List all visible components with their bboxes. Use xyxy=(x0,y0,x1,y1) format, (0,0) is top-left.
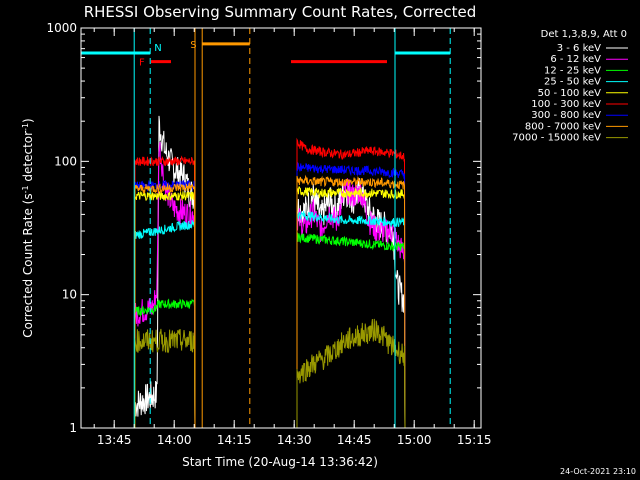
flag-label: S xyxy=(190,40,196,51)
flag-bars: NF S xyxy=(81,40,451,69)
legend-label: 25 - 50 keV xyxy=(544,77,601,88)
series-line xyxy=(296,161,406,429)
series-line xyxy=(134,328,196,429)
y-axis-ticks: 1 10 100 1000 xyxy=(46,21,481,435)
legend-label: 12 - 25 keV xyxy=(544,65,601,76)
x-tick-label: 14:45 xyxy=(337,433,372,447)
legend-label: 800 - 7000 keV xyxy=(525,121,601,132)
series-line xyxy=(296,178,406,429)
series-line xyxy=(296,174,406,429)
y-axis-label: Corrected Count Rate (s-1 detector-1) xyxy=(21,118,35,337)
series-line xyxy=(134,155,196,429)
plot-frame xyxy=(80,27,482,429)
x-tick-label: 14:00 xyxy=(157,433,192,447)
series-line xyxy=(134,220,196,429)
chart-title: RHESSI Observing Summary Count Rates, Co… xyxy=(84,3,477,21)
legend-header: Det 1,3,8,9, Att 0 xyxy=(541,29,627,40)
x-tick-label: 15:00 xyxy=(397,433,432,447)
series-line xyxy=(296,137,406,429)
series-line xyxy=(296,318,406,429)
legend-label: 300 - 800 keV xyxy=(531,110,601,121)
x-tick-label: 13:45 xyxy=(97,433,132,447)
timestamp: 24-Oct-2021 23:10 xyxy=(560,467,636,476)
legend-label: 6 - 12 keV xyxy=(550,54,601,65)
series-line xyxy=(296,186,406,429)
x-axis-label: Start Time (20-Aug-14 13:36:42) xyxy=(182,455,378,469)
legend-label: 3 - 6 keV xyxy=(557,43,601,54)
y-tick-label: 100 xyxy=(54,154,77,168)
series-line xyxy=(134,298,196,429)
legend-label: 50 - 100 keV xyxy=(538,88,602,99)
flag-label: F xyxy=(139,58,145,69)
legend-label: 7000 - 15000 keV xyxy=(512,133,601,144)
x-tick-label: 14:15 xyxy=(217,433,252,447)
plot-series xyxy=(134,115,406,429)
x-axis-ticks: 13:45 14:00 14:15 14:30 14:45 15:00 15:15 xyxy=(93,28,492,447)
series-line xyxy=(296,232,406,429)
series-line xyxy=(134,181,196,429)
y-tick-label: 1 xyxy=(69,421,77,435)
x-tick-label: 14:30 xyxy=(277,433,312,447)
attenuator-lines xyxy=(133,28,451,428)
y-tick-label: 10 xyxy=(62,288,77,302)
y-tick-label: 1000 xyxy=(46,21,77,35)
flag-label: N xyxy=(154,43,161,54)
x-tick-label: 15:15 xyxy=(457,433,492,447)
legend-label: 100 - 300 keV xyxy=(531,99,601,110)
series-line xyxy=(296,210,406,429)
series-line xyxy=(134,190,196,429)
